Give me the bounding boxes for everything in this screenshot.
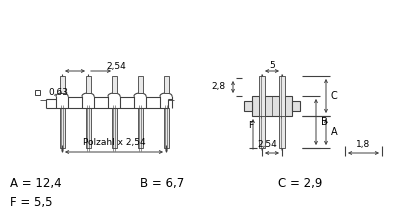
Bar [259,76,265,116]
Text: A: A [331,127,337,137]
Bar [279,96,285,148]
Text: 2,54: 2,54 [106,62,126,72]
Text: C: C [331,91,337,101]
Text: 2,54: 2,54 [257,139,277,148]
Bar [86,108,91,148]
Bar [138,76,143,93]
Text: 2,8: 2,8 [211,82,225,92]
Text: F = 5,5: F = 5,5 [10,196,52,209]
Bar [244,101,252,111]
Bar [259,96,265,148]
Bar [292,101,300,111]
Text: B: B [321,117,327,127]
Bar [86,76,91,93]
Text: B = 6,7: B = 6,7 [140,177,184,190]
Bar [60,76,65,93]
Text: Polzahl x 2,54: Polzahl x 2,54 [83,139,145,147]
Text: 5: 5 [269,62,275,70]
Bar [138,108,143,148]
Text: A = 12,4: A = 12,4 [10,177,62,190]
Text: F: F [248,121,254,130]
Bar [164,76,169,93]
Bar [35,90,40,95]
Bar [60,108,65,148]
Text: 0,63: 0,63 [48,88,68,97]
Bar [252,96,292,116]
Text: C = 2,9: C = 2,9 [278,177,322,190]
Bar [112,108,117,148]
Bar [112,76,117,93]
Bar [279,76,285,116]
Text: 1,8: 1,8 [356,139,370,148]
Bar [164,108,169,148]
